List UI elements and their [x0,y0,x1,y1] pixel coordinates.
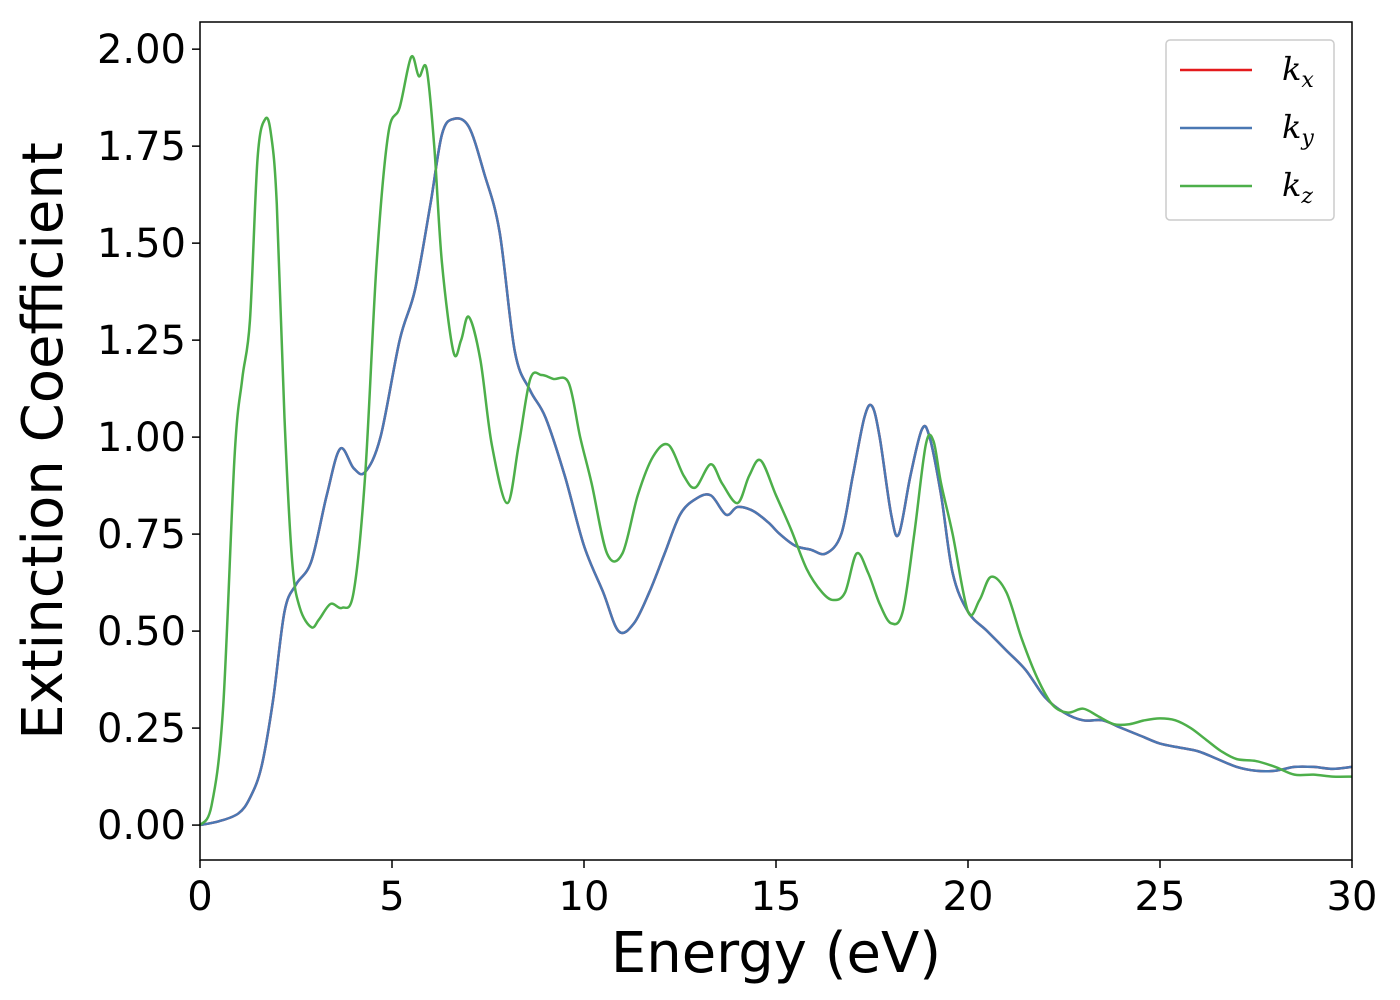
y-tick-label: 0.50 [97,609,186,655]
x-tick-label: 30 [1327,874,1378,920]
x-tick-label: 20 [943,874,994,920]
legend-label-kx: kx [1282,50,1314,93]
legend-label-kz: kz [1282,166,1313,209]
y-tick-label: 1.75 [97,124,186,170]
y-tick-label: 0.00 [97,803,186,849]
x-axis-label: Energy (eV) [611,921,941,986]
y-tick-label: 1.50 [97,221,186,267]
x-tick-label: 25 [1135,874,1186,920]
legend-box [1165,39,1335,221]
x-tick-label: 5 [379,874,404,920]
y-axis-label: Extinction Coefficient [11,142,76,740]
x-tick-label: 10 [559,874,610,920]
legend: kx ky kz [1165,39,1335,221]
series-layer [198,54,1353,827]
x-tick-label: 0 [187,874,212,920]
plot-background [200,22,1352,860]
series-line-kz [198,54,1353,826]
y-axis: 0.00 0.25 0.50 0.75 1.00 1.25 1.50 1.75 2.00 [97,27,200,849]
x-axis: 0 5 10 15 20 25 30 [187,860,1377,920]
y-tick-label: 0.25 [97,706,186,752]
y-tick-label: 2.00 [97,27,186,73]
y-tick-label: 1.25 [97,318,186,364]
y-tick-label: 0.75 [97,512,186,558]
legend-label-ky: ky [1282,108,1314,151]
x-tick-label: 15 [751,874,802,920]
y-tick-label: 1.00 [97,415,186,461]
